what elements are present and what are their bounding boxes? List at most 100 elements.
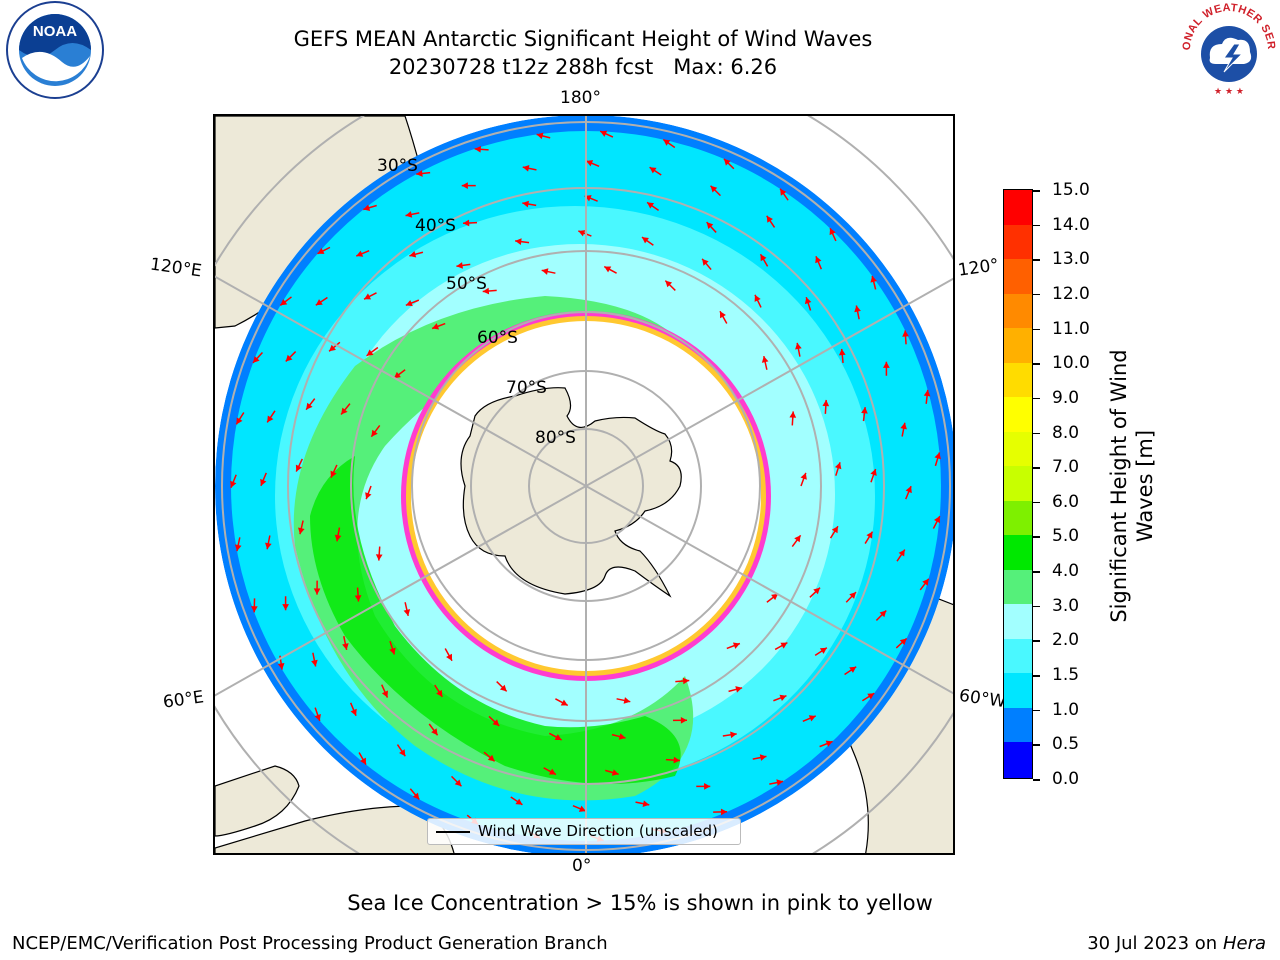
- legend-line-swatch: [436, 831, 470, 833]
- wave-direction-arrowhead: [364, 293, 372, 300]
- colorbar-title: Significant Height of Wind Waves [m]: [1107, 349, 1157, 623]
- wave-direction-arrowhead: [819, 647, 827, 654]
- colorbar-segment: [1004, 673, 1032, 709]
- wave-direction-arrowhead: [902, 330, 909, 337]
- lon-label-top: 180°: [560, 88, 601, 108]
- wave-direction-arrowhead: [354, 595, 362, 602]
- wave-direction-arrowhead: [313, 588, 321, 595]
- lat-label-30s: 30°S: [377, 156, 418, 176]
- wave-direction-arrowhead: [492, 719, 500, 726]
- wave-direction-arrowhead: [759, 754, 767, 761]
- wave-direction-arrowhead: [515, 238, 522, 245]
- colorbar-tick-label: 1.0: [1052, 699, 1080, 720]
- wave-direction-arrowhead: [360, 757, 366, 765]
- wave-direction-arrowhead: [341, 407, 348, 415]
- wave-direction-arrowhead: [923, 389, 931, 397]
- colorbar-segment: [1004, 569, 1032, 605]
- wave-direction-arrowhead: [623, 697, 631, 704]
- colorbar-segment: [1004, 259, 1032, 295]
- wave-direction-arrowhead: [720, 808, 728, 816]
- wave-direction-arrowhead: [375, 554, 383, 561]
- wave-direction-arrowhead: [277, 662, 285, 670]
- colorbar-tick: [1033, 328, 1040, 331]
- wave-direction-arrowhead: [704, 783, 711, 790]
- colorbar-tick-label: 7.0: [1052, 457, 1080, 478]
- wave-direction-arrowhead: [834, 462, 842, 470]
- wave-direction-arrowhead: [934, 452, 941, 460]
- wave-direction-arrowhead: [673, 756, 680, 764]
- wave-direction-arrowhead: [723, 158, 731, 166]
- wave-direction-arrowhead: [780, 642, 788, 649]
- wave-direction-arrowhead: [771, 593, 779, 601]
- wave-direction-arrowhead: [794, 535, 801, 543]
- colorbar-segment: [1004, 293, 1032, 329]
- wave-direction-arrowhead: [870, 468, 877, 476]
- colorbar-segment: [1004, 707, 1032, 744]
- colorbar-segment: [1004, 535, 1032, 571]
- wave-direction-arrowhead: [706, 222, 714, 229]
- colorbar-tick: [1033, 501, 1040, 504]
- wave-direction-arrowhead: [849, 666, 857, 673]
- wave-direction-arrowhead: [641, 237, 649, 244]
- wave-direction-arrowhead: [267, 415, 274, 423]
- wave-direction-arrowhead: [456, 262, 463, 269]
- footer-date: 30 Jul 2023 on Hera: [1087, 933, 1266, 954]
- wave-direction-arrowhead: [260, 478, 267, 486]
- wave-direction-arrowhead: [831, 526, 838, 534]
- graticule: [215, 116, 953, 853]
- noaa-logo: NOAA: [2, 0, 108, 104]
- wave-direction-arrowhead: [586, 160, 594, 167]
- wave-direction-arrowhead: [760, 254, 767, 262]
- colorbar-segment: [1004, 466, 1032, 502]
- wave-direction-arrowhead: [250, 606, 258, 613]
- wave-direction-arrowhead: [719, 311, 726, 319]
- wave-direction-arrowhead: [330, 470, 337, 478]
- wave-direction-arrowhead: [474, 145, 481, 153]
- wave-direction-arrowhead: [463, 219, 470, 227]
- nws-logo: NATIONAL WEATHER SERVICE ★ ★ ★: [1174, 0, 1280, 104]
- wave-direction-arrowhead: [600, 130, 608, 137]
- wave-direction-arrowhead: [822, 399, 830, 407]
- wave-direction-arrowhead: [412, 792, 420, 800]
- wave-direction-arrowhead: [779, 694, 787, 702]
- svg-text:★ ★ ★: ★ ★ ★: [1214, 87, 1244, 97]
- wave-direction-arrowhead: [365, 492, 372, 500]
- wave-direction-arrowhead: [578, 230, 586, 237]
- wave-direction-arrowhead: [431, 728, 438, 736]
- wave-direction-arrowhead: [389, 647, 396, 655]
- wave-direction-arrowhead: [879, 610, 887, 618]
- wave-direction-arrowhead: [454, 779, 462, 787]
- wave-direction-arrowhead: [350, 708, 357, 716]
- wave-direction-arrowhead: [922, 578, 929, 586]
- wave-direction-arrowhead: [436, 689, 443, 697]
- wave-direction-arrowhead: [829, 228, 836, 236]
- wave-direction-arrowhead: [780, 188, 787, 196]
- wave-direction-arrowhead: [548, 768, 556, 775]
- colorbar-tick-label: 11.0: [1052, 318, 1090, 339]
- footer-branch: NCEP/EMC/Verification Post Processing Pr…: [12, 933, 608, 954]
- colorbar-tick-label: 15.0: [1052, 180, 1090, 200]
- lon-label-lower-right: 60°W: [957, 685, 1008, 713]
- wave-direction-arrowhead: [432, 323, 440, 330]
- svg-text:NOAA: NOAA: [33, 23, 77, 40]
- wave-direction-arrowhead: [766, 215, 773, 223]
- wave-direction-arrowhead: [487, 754, 495, 762]
- colorbar-segment: [1004, 328, 1032, 364]
- footer-machine: Hera: [1222, 933, 1266, 954]
- colorbar-tick-label: 5.0: [1052, 526, 1080, 547]
- wave-direction-arrowhead: [446, 653, 453, 661]
- wave-direction-arrowhead: [554, 734, 562, 740]
- wave-direction-arrowhead: [861, 407, 868, 414]
- map-legend: Wind Wave Direction (unscaled): [427, 818, 741, 845]
- wave-direction-arrowhead: [800, 472, 807, 480]
- wave-direction-arrowhead: [789, 411, 797, 418]
- colorbar-tick: [1033, 224, 1040, 227]
- wave-direction-arrowhead: [870, 275, 877, 283]
- wave-direction-arrowhead: [405, 211, 413, 218]
- colorbar-segment: [1004, 362, 1032, 398]
- colorbar-tick: [1033, 571, 1040, 573]
- lat-label-70s: 70°S: [506, 378, 547, 398]
- colorbar-segment: [1004, 431, 1032, 467]
- wave-direction-arrowhead: [898, 549, 905, 557]
- wave-direction-arrowhead: [866, 531, 873, 539]
